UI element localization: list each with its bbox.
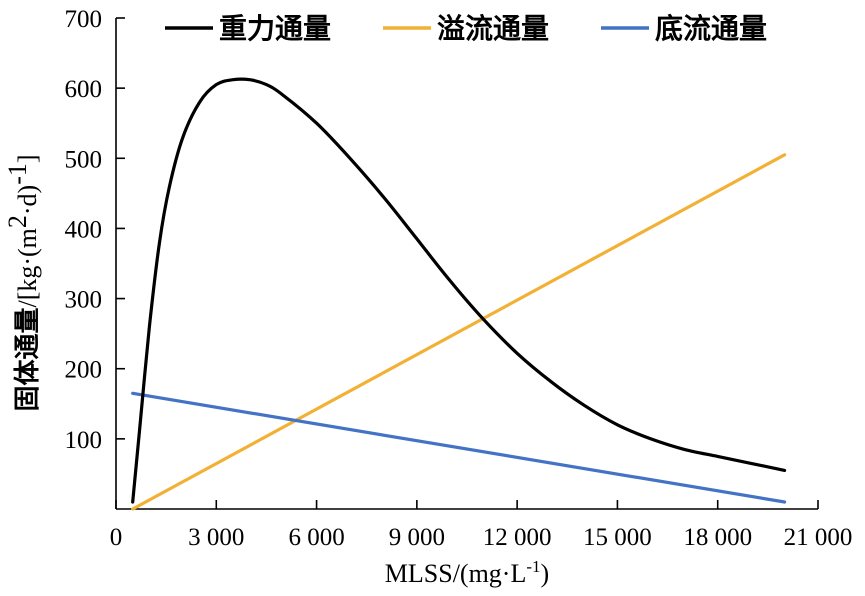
x-tick-label: 0 <box>110 524 123 551</box>
legend-label: 重力通量 <box>219 12 331 45</box>
series-layer <box>131 77 787 511</box>
series-line-0 <box>131 77 787 504</box>
y-tick-label: 500 <box>65 146 103 173</box>
y-axis-title: 固体通量/[kg·(m2·d)-1] <box>3 154 43 411</box>
x-tick-label: 18 000 <box>683 524 752 551</box>
y-tick-label: 700 <box>65 6 103 33</box>
series-line-2 <box>131 391 787 504</box>
x-tick-label: 6 000 <box>288 524 344 551</box>
axes <box>115 18 818 510</box>
y-tick-label: 400 <box>65 216 103 243</box>
x-ticks: 0 3 000 6 000 9 000 12 000 15 000 18 000 21 000 <box>110 500 853 551</box>
x-tick-label: 15 000 <box>583 524 652 551</box>
x-tick-label: 21 000 <box>784 524 853 551</box>
series-line-1 <box>131 153 787 511</box>
x-tick-label: 12 000 <box>483 524 552 551</box>
y-ticks: 100 200 300 400 500 600 700 <box>65 6 125 454</box>
y-tick-label: 100 <box>65 427 103 454</box>
x-tick-label: 3 000 <box>188 524 244 551</box>
legend-label: 溢流通量 <box>437 12 549 45</box>
x-axis-title: MLSS/(mg·L-1) <box>385 557 549 588</box>
legend: 重力通量 溢流通量 底流通量 <box>165 12 767 45</box>
x-tick-label: 9 000 <box>389 524 445 551</box>
y-tick-label: 200 <box>65 357 103 384</box>
y-tick-label: 300 <box>65 287 103 314</box>
legend-label: 底流通量 <box>655 12 767 45</box>
y-tick-label: 600 <box>65 76 103 103</box>
